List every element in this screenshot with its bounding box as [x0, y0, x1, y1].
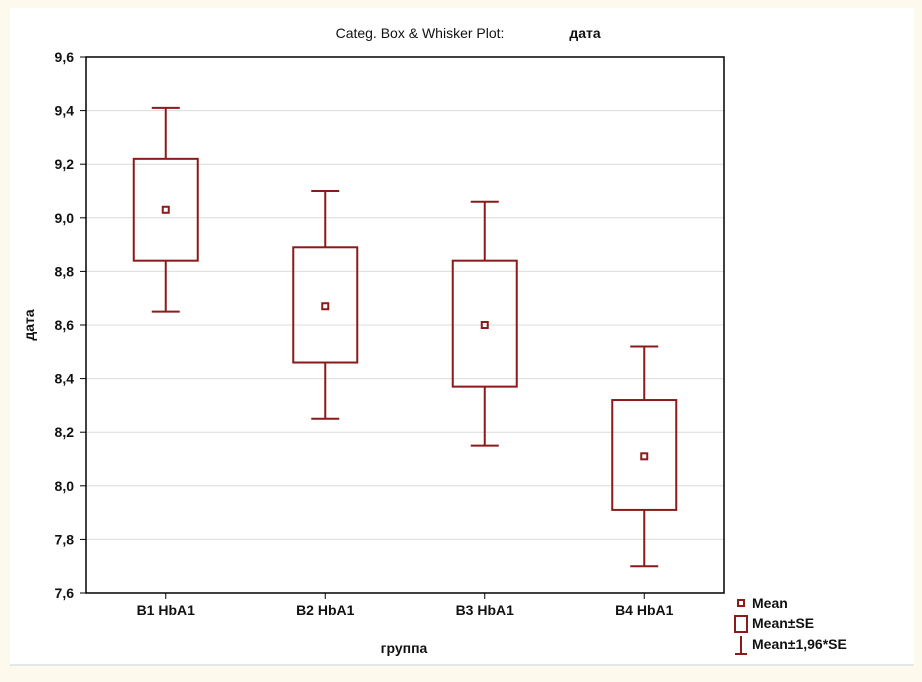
legend-se-label: Mean±SE — [752, 615, 814, 631]
x-tick-label: B1 HbA1 — [137, 602, 196, 618]
mean-marker — [640, 452, 649, 461]
plot-area-frame — [85, 56, 725, 594]
chart-title: Categ. Box & Whisker Plot: дата — [336, 25, 601, 41]
y-tick-label: 8,4 — [55, 371, 75, 387]
chart-title-variable: дата — [569, 25, 601, 41]
box-group — [611, 345, 678, 568]
y-tick-label: 9,4 — [55, 103, 75, 119]
x-tick-label: B3 HbA1 — [456, 602, 515, 618]
y-tick-label: 9,6 — [55, 49, 75, 65]
legend: Mean Mean±SE Mean±1,96*SE — [734, 595, 847, 655]
series-layer — [132, 106, 678, 568]
y-tick-label: 9,0 — [55, 210, 75, 226]
mean-marker — [161, 205, 170, 214]
legend-se-marker — [734, 615, 748, 633]
bottom-divider — [10, 664, 914, 666]
y-tick-label: 7,8 — [55, 531, 75, 547]
mean-marker — [321, 302, 330, 311]
box-group — [132, 106, 199, 313]
y-tick-label: 8,8 — [55, 263, 75, 279]
legend-mean-marker — [737, 599, 745, 607]
x-tick-label: B4 HbA1 — [615, 602, 674, 618]
y-tick-label: 8,0 — [55, 478, 75, 494]
legend-ci-label: Mean±1,96*SE — [752, 636, 847, 652]
chart-panel — [10, 8, 914, 666]
x-axis-ticks: B1 HbA1 B2 HbA1 B3 HbA1 B4 HbA1 — [137, 593, 674, 618]
x-axis-label: группа — [381, 640, 428, 656]
se-box — [132, 157, 199, 262]
se-box — [611, 399, 678, 511]
y-tick-label: 9,2 — [55, 156, 75, 172]
y-axis-label: дата — [21, 309, 37, 341]
chart-title-text: Categ. Box & Whisker Plot: — [336, 25, 505, 41]
mean-marker — [480, 321, 489, 329]
y-tick-label: 8,2 — [55, 424, 75, 440]
grid-layer — [86, 110, 724, 540]
se-box — [451, 259, 518, 388]
y-tick-label: 7,6 — [55, 585, 75, 601]
legend-mean-label: Mean — [752, 595, 788, 611]
x-tick-label: B2 HbA1 — [296, 602, 355, 618]
se-box — [292, 246, 359, 364]
y-axis-ticks: 7,6 7,8 8,0 8,2 8,4 8,6 8,8 9,0 9,2 9,4 9,6 — [55, 49, 86, 601]
y-tick-label: 8,6 — [55, 317, 75, 333]
box-group — [451, 200, 518, 447]
box-group — [292, 190, 359, 420]
